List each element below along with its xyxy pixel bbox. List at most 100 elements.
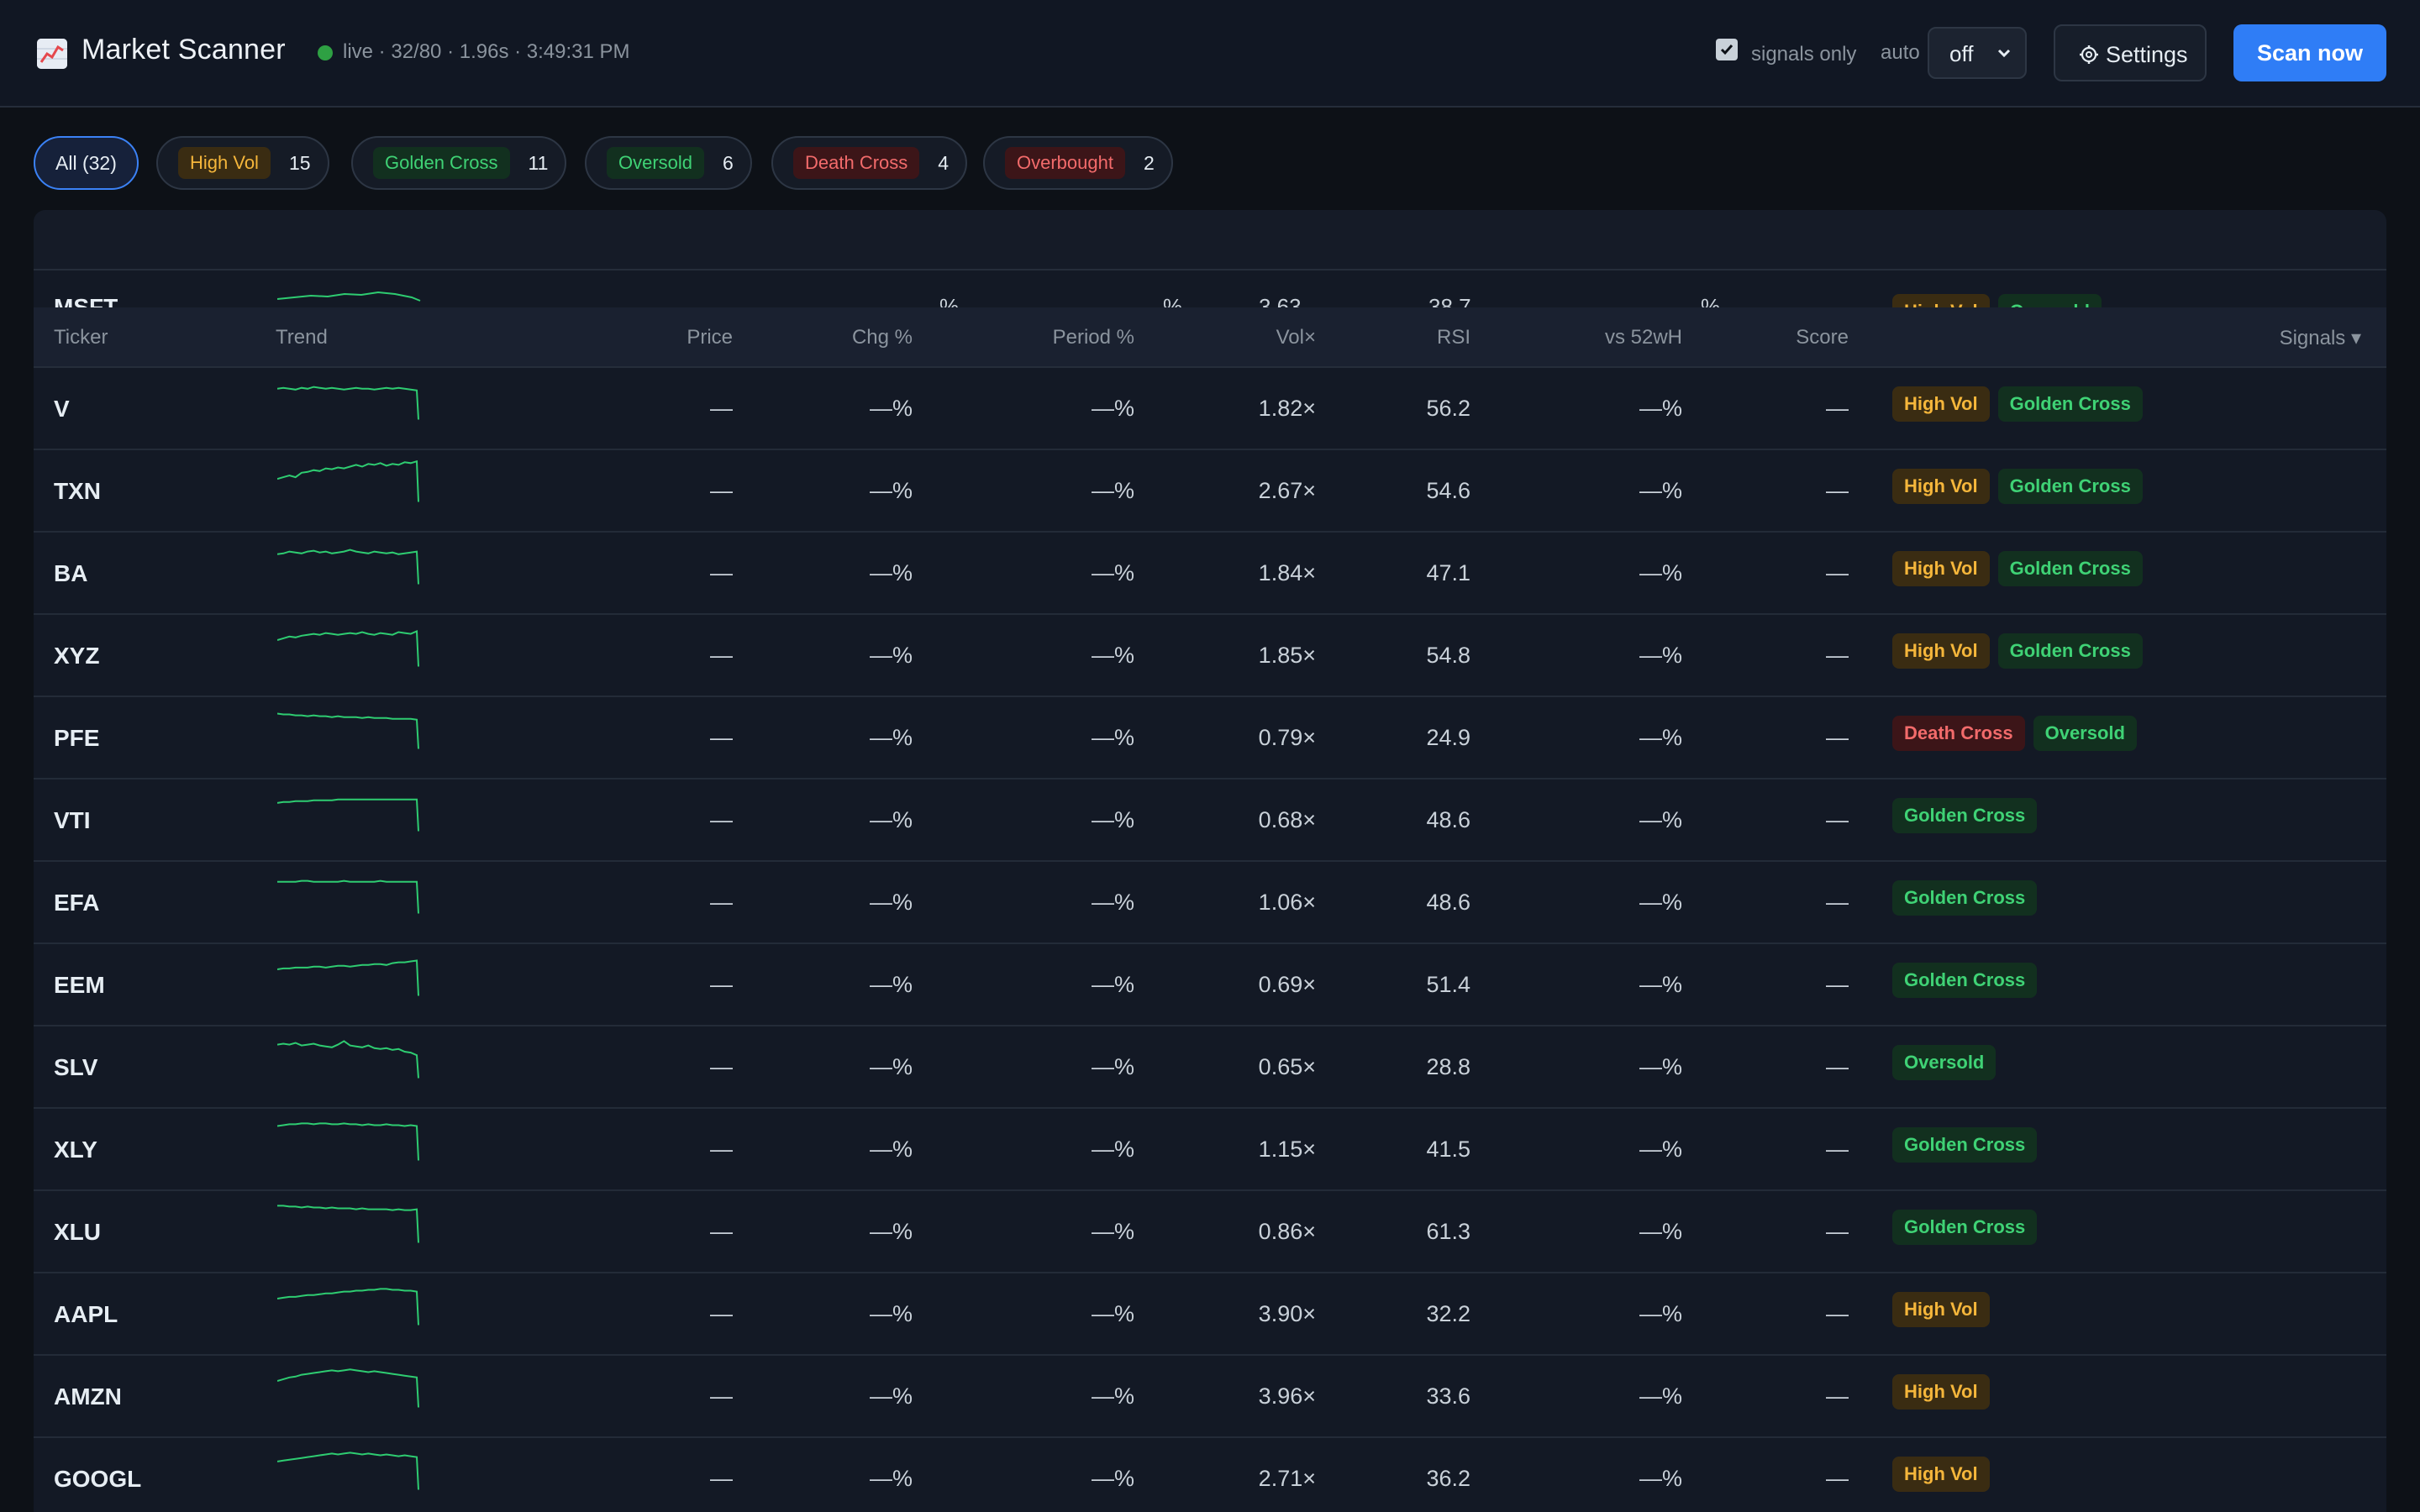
- chg-cell: —%: [869, 807, 913, 832]
- chg-cell: —%: [869, 396, 913, 421]
- column-header-vs52[interactable]: vs 52wH: [1604, 326, 1682, 349]
- live-status-dot: [318, 45, 333, 60]
- chg-cell: —%: [869, 972, 913, 997]
- table-row[interactable]: TXN — —% —% 2.67× 54.6 —% — High Vol Golden Cross: [34, 450, 2386, 533]
- table-row[interactable]: PFE — —% —% 0.79× 24.9 —% — Death Cross Oversold: [34, 697, 2386, 780]
- signal-badge: High Vol: [1892, 1457, 1990, 1492]
- price-cell: —: [710, 643, 733, 668]
- vol-cell: 3.63: [1259, 294, 1302, 307]
- period-cell: —%: [1091, 1219, 1134, 1244]
- column-header-signals[interactable]: Signals ▾: [2279, 327, 2361, 349]
- filter-chip[interactable]: Golden Cross 11: [351, 136, 567, 190]
- vol-cell: 0.86×: [1258, 1219, 1316, 1244]
- signal-badge: Golden Cross: [1892, 963, 2038, 998]
- filter-chip[interactable]: All (32): [34, 136, 139, 190]
- ticker-cell: XYZ: [54, 643, 100, 669]
- column-header-vol[interactable]: Vol×: [1276, 326, 1316, 349]
- signal-badge: High Vol: [1892, 386, 1990, 422]
- price-cell: —: [710, 890, 733, 915]
- table-row[interactable]: XYZ — —% —% 1.85× 54.8 —% — High Vol Golden Cross: [34, 615, 2386, 697]
- rsi-cell: 36.2: [1426, 1466, 1470, 1491]
- rsi-cell: 56.2: [1426, 396, 1470, 421]
- vs52-cell: —%: [1639, 972, 1682, 997]
- column-header-period[interactable]: Period %: [1052, 326, 1134, 349]
- table-row[interactable]: EFA — —% —% 1.06× 48.6 —% — Golden Cross: [34, 862, 2386, 944]
- chevron-down-icon: [1997, 49, 2011, 58]
- score-cell: —: [1826, 1054, 1849, 1079]
- filter-chip[interactable]: Overbought 2: [983, 136, 1173, 190]
- sparkline-path: [277, 1122, 419, 1161]
- signal-badge: Oversold: [1997, 294, 2102, 307]
- table-row[interactable]: AMZN — —% —% 3.96× 33.6 —% — High Vol: [34, 1356, 2386, 1438]
- table-row[interactable]: V — —% —% 1.82× 56.2 —% — High Vol Golden Cross: [34, 368, 2386, 450]
- table-row[interactable]: VTI — —% —% 0.68× 48.6 —% — Golden Cross: [34, 780, 2386, 862]
- table-row[interactable]: XLU — —% —% 0.86× 61.3 —% — Golden Cross: [34, 1191, 2386, 1273]
- score-cell: —: [1826, 1301, 1849, 1326]
- settings-button[interactable]: Settings: [2054, 24, 2207, 81]
- vol-cell: 3.96×: [1258, 1383, 1316, 1409]
- filter-chip-label: Death Cross: [793, 147, 920, 179]
- vs52-cell: —%: [1639, 1383, 1682, 1409]
- price-cell: —: [710, 1383, 733, 1409]
- score-cell: —: [1826, 890, 1849, 915]
- vs52-cell: —%: [1639, 643, 1682, 668]
- price-cell: —: [710, 1054, 733, 1079]
- filter-chip[interactable]: Death Cross 4: [771, 136, 968, 190]
- vol-cell: 1.84×: [1258, 560, 1316, 585]
- vol-cell: 0.79×: [1258, 725, 1316, 750]
- chg-cell: —%: [869, 1137, 913, 1162]
- column-header-ticker[interactable]: Ticker: [54, 326, 108, 349]
- sparkline-path: [277, 1205, 419, 1243]
- table-header: Ticker Trend Price Chg % Period % Vol× R…: [34, 307, 2386, 368]
- signals-cell: Golden Cross: [1892, 1127, 2038, 1163]
- ticker-cell: BA: [54, 560, 88, 586]
- period-cell: —%: [1091, 1137, 1134, 1162]
- price-cell: —: [710, 725, 733, 750]
- gear-icon: [2080, 45, 2098, 64]
- ticker-cell: GOOGL: [54, 1466, 142, 1492]
- sparkline-path: [277, 798, 419, 832]
- signal-badge: Oversold: [1892, 1045, 1996, 1080]
- table-row[interactable]: GOOGL — —% —% 2.71× 36.2 —% — High Vol: [34, 1438, 2386, 1512]
- period-cell: —%: [1091, 1054, 1134, 1079]
- signal-badge: Golden Cross: [1997, 386, 2143, 422]
- rsi-cell: 47.1: [1426, 560, 1470, 585]
- filter-chip[interactable]: High Vol 15: [156, 136, 329, 190]
- vs52-cell: —%: [1679, 294, 1721, 307]
- auto-refresh-select[interactable]: off: [1928, 27, 2027, 79]
- table-row[interactable]: XLY — —% —% 1.15× 41.5 —% — Golden Cross: [34, 1109, 2386, 1191]
- filter-chip-label: Golden Cross: [373, 147, 510, 179]
- signals-only-label[interactable]: signals only: [1751, 43, 1857, 66]
- ticker-cell: MSFT: [54, 294, 118, 307]
- filter-chip[interactable]: Oversold 6: [585, 136, 752, 190]
- ticker-cell: AAPL: [54, 1301, 118, 1327]
- sparkline-path: [277, 1452, 419, 1490]
- period-cell: —%: [1141, 294, 1183, 307]
- signals-cell: Golden Cross: [1892, 1210, 2038, 1245]
- scan-now-button[interactable]: Scan now: [2233, 24, 2386, 81]
- period-cell: —%: [1091, 725, 1134, 750]
- vs52-cell: —%: [1639, 1054, 1682, 1079]
- signal-badge: Golden Cross: [1997, 469, 2143, 504]
- table-row[interactable]: AAPL — —% —% 3.90× 32.2 —% — High Vol: [34, 1273, 2386, 1356]
- chg-cell: —%: [869, 1219, 913, 1244]
- table-row[interactable]: EEM — —% —% 0.69× 51.4 —% — Golden Cross: [34, 944, 2386, 1026]
- table-row[interactable]: SLV — —% —% 0.65× 28.8 —% — Oversold: [34, 1026, 2386, 1109]
- ticker-cell: PFE: [54, 725, 100, 751]
- column-header-score[interactable]: Score: [1796, 326, 1849, 349]
- rsi-cell: 48.6: [1426, 890, 1470, 915]
- signals-only-checkbox[interactable]: [1716, 39, 1738, 60]
- column-header-price[interactable]: Price: [687, 326, 733, 349]
- chg-cell: —%: [918, 294, 960, 307]
- vol-cell: 2.71×: [1258, 1466, 1316, 1491]
- column-header-rsi[interactable]: RSI: [1436, 326, 1470, 349]
- period-cell: —%: [1091, 1466, 1134, 1491]
- column-header-chg[interactable]: Chg %: [851, 326, 913, 349]
- chg-cell: —%: [869, 1383, 913, 1409]
- ghost-signals: High Vol Oversold: [1892, 294, 2102, 307]
- period-cell: —%: [1091, 478, 1134, 503]
- trend-sparkline: [277, 549, 419, 585]
- table-row[interactable]: BA — —% —% 1.84× 47.1 —% — High Vol Golden Cross: [34, 533, 2386, 615]
- table-toolbar: [34, 210, 2386, 270]
- column-header-trend[interactable]: Trend: [276, 326, 328, 349]
